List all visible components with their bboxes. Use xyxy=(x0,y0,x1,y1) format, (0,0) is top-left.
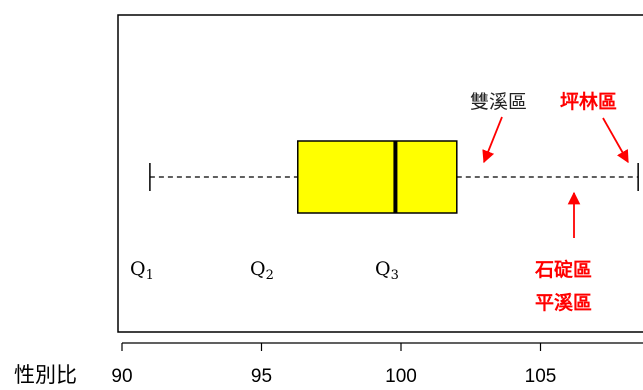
q3-label: Q3 xyxy=(375,258,399,283)
annotation-shuangxi: 雙溪區 xyxy=(470,91,527,113)
annotation-pingxi: 平溪區 xyxy=(535,292,592,314)
arrow-shuangxi xyxy=(482,116,503,164)
q1-label-base: Q xyxy=(130,258,146,280)
arrow-pinglin xyxy=(602,117,629,164)
q3-label-base: Q xyxy=(375,258,391,280)
x-axis: 9095100105110115120125 xyxy=(111,342,643,387)
annotation-shiding: 石碇區 xyxy=(534,258,592,281)
plot-frame xyxy=(117,14,643,333)
q1-label-sub: 1 xyxy=(146,268,154,283)
x-tick-label-100: 100 xyxy=(385,366,417,387)
annotations: 雙溪區 坪林區 石碇區 平溪區 xyxy=(470,90,629,314)
q2-label: Q2 xyxy=(250,258,274,283)
x-tick-label-95: 95 xyxy=(251,366,272,387)
iqr-box xyxy=(297,140,458,214)
x-tick-label-90: 90 xyxy=(111,366,132,387)
q2-label-base: Q xyxy=(250,258,266,280)
q2-label-sub: 2 xyxy=(266,268,274,283)
quartile-labels: Q1 Q2 Q3 xyxy=(130,258,399,283)
q1-label: Q1 xyxy=(130,258,154,283)
x-tick-label-105: 105 xyxy=(525,366,557,387)
annotation-pinglin: 坪林區 xyxy=(560,90,617,113)
q3-label-sub: 3 xyxy=(391,268,399,283)
x-axis-title: 性別比 xyxy=(14,363,77,387)
boxplot-group xyxy=(149,140,639,214)
